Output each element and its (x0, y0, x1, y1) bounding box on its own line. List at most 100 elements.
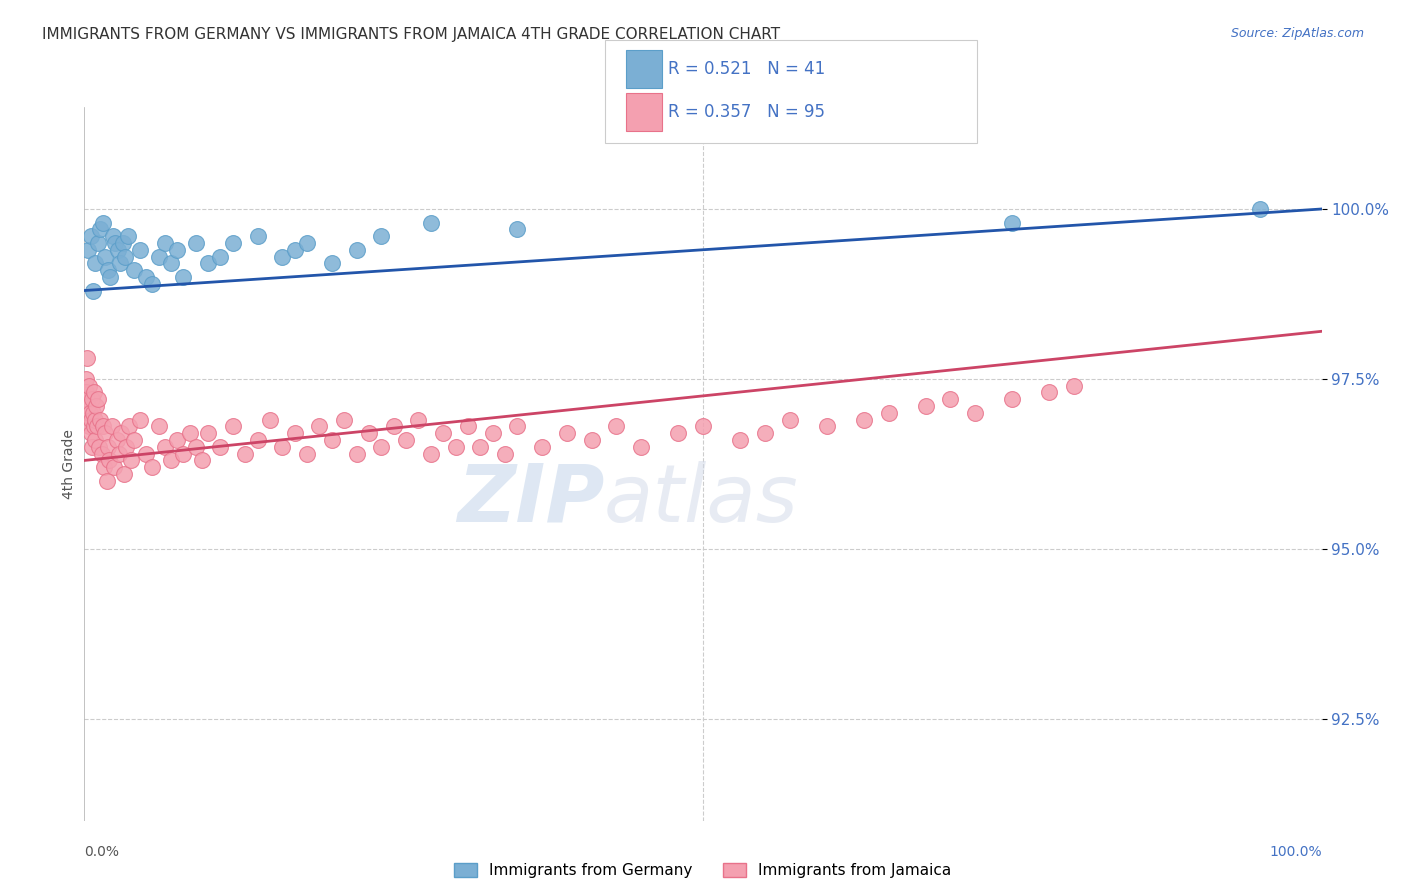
Point (110, 426, 132, 441)
Point (222, 235, 245, 250)
Point (122, 263, 145, 277)
Y-axis label: 4th Grade: 4th Grade (62, 429, 76, 499)
Point (308, 419, 330, 434)
Text: R = 0.357   N = 95: R = 0.357 N = 95 (668, 103, 825, 121)
Point (120, 453, 142, 467)
Point (76, 392, 98, 407)
Point (97, 440, 120, 454)
Point (172, 447, 194, 461)
Point (1001, 392, 1024, 407)
Point (153, 235, 176, 250)
Point (295, 235, 318, 250)
Point (666, 426, 689, 441)
Point (84, 399, 107, 413)
Point (79, 229, 101, 244)
Point (90, 447, 112, 461)
Point (184, 235, 207, 250)
Point (852, 412, 875, 426)
Point (166, 243, 188, 257)
Point (84, 412, 107, 426)
Point (1001, 216, 1024, 230)
Point (91, 216, 114, 230)
Point (77, 243, 100, 257)
Point (395, 433, 418, 447)
Point (419, 447, 441, 461)
Point (93, 460, 115, 475)
Point (83, 433, 105, 447)
Text: 0.0%: 0.0% (84, 846, 120, 859)
Point (76, 351, 98, 366)
Point (506, 419, 529, 434)
Point (779, 412, 801, 426)
Point (141, 277, 163, 291)
Point (457, 419, 479, 434)
Point (321, 433, 343, 447)
Point (444, 440, 467, 454)
Point (103, 460, 125, 475)
Point (346, 243, 368, 257)
Point (222, 419, 245, 434)
Point (555, 426, 578, 441)
Point (84, 256, 107, 270)
Point (357, 426, 380, 441)
Point (605, 419, 627, 434)
Point (166, 433, 188, 447)
Point (100, 419, 122, 434)
Point (77, 419, 100, 434)
Point (111, 235, 134, 250)
Point (1038, 385, 1060, 400)
Point (531, 440, 554, 454)
Point (333, 412, 356, 426)
Point (108, 447, 131, 461)
Text: R = 0.521   N = 41: R = 0.521 N = 41 (668, 60, 825, 78)
Point (83, 419, 105, 434)
Legend: Immigrants from Germany, Immigrants from Jamaica: Immigrants from Germany, Immigrants from… (449, 857, 957, 884)
Point (153, 440, 176, 454)
Point (82, 440, 104, 454)
Point (104, 235, 127, 250)
Point (246, 433, 269, 447)
Point (97, 263, 120, 277)
Point (295, 447, 318, 461)
Point (75, 385, 97, 400)
Point (271, 250, 294, 264)
Point (965, 406, 987, 420)
Point (197, 256, 219, 270)
Point (877, 406, 900, 420)
Point (122, 433, 145, 447)
Point (115, 440, 138, 454)
Point (939, 392, 962, 407)
Point (284, 243, 307, 257)
Point (233, 447, 256, 461)
Point (271, 440, 294, 454)
Point (148, 419, 170, 434)
Point (91, 419, 114, 434)
Point (129, 412, 152, 426)
Point (259, 412, 281, 426)
Point (112, 467, 135, 481)
Point (209, 250, 232, 264)
Text: 100.0%: 100.0% (1270, 846, 1322, 859)
Point (75, 372, 97, 386)
Point (87, 235, 110, 250)
Point (107, 243, 129, 257)
Point (82, 406, 104, 420)
Point (284, 426, 307, 441)
Text: atlas: atlas (605, 460, 799, 539)
Point (79, 412, 101, 426)
Point (135, 269, 157, 284)
Point (89, 440, 111, 454)
Point (160, 256, 183, 270)
Point (105, 433, 128, 447)
Point (408, 412, 430, 426)
Point (630, 440, 652, 454)
Point (581, 433, 603, 447)
Point (80, 392, 103, 407)
Point (172, 269, 194, 284)
Point (89, 412, 111, 426)
Point (118, 419, 141, 434)
Point (209, 440, 232, 454)
Point (86, 419, 108, 434)
Point (94, 426, 117, 441)
Point (346, 447, 368, 461)
